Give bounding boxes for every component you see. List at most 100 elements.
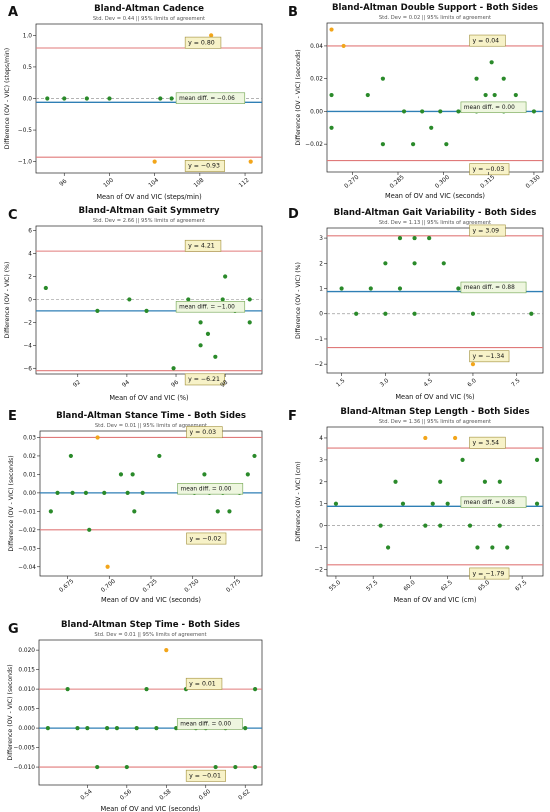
outlier-point — [152, 159, 157, 164]
x-axis-label: Mean of OV and VIC (seconds) — [101, 596, 201, 604]
data-point — [144, 308, 149, 313]
data-point — [85, 725, 90, 731]
panel-letter: C — [8, 208, 18, 223]
panel-letter: G — [8, 622, 19, 637]
panel-letter: A — [8, 5, 18, 20]
data-point — [497, 479, 502, 484]
data-point — [513, 92, 518, 98]
x-tick-label: 57.5 — [366, 580, 380, 593]
lower-limit-label-text: y = −6.21 — [188, 376, 220, 383]
x-tick-label: 0.775 — [226, 578, 243, 593]
upper-limit-label-bg — [184, 239, 222, 252]
panel-letter: F — [288, 409, 297, 424]
panel-letter: D — [288, 207, 299, 222]
data-point — [154, 725, 159, 731]
x-tick-label: 100 — [103, 177, 116, 189]
x-tick-label: 108 — [193, 177, 206, 189]
lower-limit-label-bg — [186, 532, 227, 545]
y-tick-label: −1.0 — [18, 160, 32, 166]
data-point — [114, 725, 120, 731]
data-point — [438, 523, 443, 528]
x-tick-label: 0.270 — [344, 174, 361, 189]
lower-limit-label-text: y = −0.03 — [473, 166, 505, 173]
mean-diff-label: mean diff. = 0.88 — [460, 281, 527, 294]
data-point — [134, 725, 139, 731]
data-point — [102, 490, 107, 495]
data-point — [227, 509, 232, 514]
chart-subtitle: Std. Dev = 0.01 || 95% limits of agreeme… — [95, 423, 207, 429]
lower-limit-label: y = −0.93 — [184, 160, 225, 172]
outlier-point — [95, 435, 100, 440]
data-point — [380, 76, 385, 81]
chart-title: Bland-Altman Double Support - Both Sides — [332, 3, 538, 13]
data-point — [198, 343, 203, 348]
upper-limit-label-text: y = 3.09 — [473, 227, 500, 234]
data-point — [233, 764, 238, 770]
x-tick-label: 0.330 — [525, 174, 542, 189]
data-point — [380, 142, 385, 147]
data-point — [441, 261, 446, 266]
y-tick-label: −6 — [23, 366, 32, 372]
data-point — [412, 261, 417, 266]
data-point — [247, 297, 252, 302]
data-point — [130, 472, 135, 477]
y-tick-label: −0.010 — [14, 765, 36, 771]
y-tick-label: 0 — [319, 312, 323, 318]
mean-diff-label-text: mean diff. = 0.88 — [464, 500, 515, 506]
upper-limit-label: y = 0.01 — [185, 677, 223, 690]
x-tick-label: 0.54 — [80, 789, 94, 802]
y-tick-label: 0.02 — [310, 77, 323, 83]
x-tick-label: 0.285 — [389, 174, 406, 189]
data-point — [62, 96, 67, 101]
upper-limit-label-bg — [186, 426, 223, 439]
x-tick-label: 104 — [148, 177, 161, 189]
upper-limit-label-bg — [469, 34, 506, 47]
lower-limit-label: y = −0.01 — [185, 769, 226, 782]
y-tick-label: 0.010 — [18, 687, 35, 693]
plot-area — [39, 430, 263, 577]
upper-limit-label: y = 4.21 — [184, 239, 222, 252]
mean-diff-label-bg — [176, 718, 243, 730]
lower-limit-label-text: y = −0.02 — [190, 535, 222, 542]
data-point — [243, 725, 248, 731]
outlier-point — [329, 27, 334, 32]
mean-diff-label: mean diff. = 0.88 — [460, 496, 527, 508]
data-point — [125, 490, 130, 495]
data-point — [489, 60, 494, 65]
upper-limit-label: y = 0.03 — [186, 426, 223, 439]
upper-limit-label-bg — [184, 36, 222, 49]
data-point — [68, 453, 73, 459]
y-tick-label: 0 — [28, 297, 32, 303]
upper-limit-label-bg — [469, 436, 506, 449]
data-point — [95, 764, 100, 770]
x-axis-label: Mean of OV and VIC (steps/min) — [96, 193, 201, 201]
chart-subtitle: Std. Dev = 0.44 || 95% limits of agreeme… — [93, 16, 205, 22]
x-tick-label: 1.5 — [335, 378, 346, 389]
x-tick-label: 55.0 — [328, 580, 342, 593]
data-point — [245, 472, 250, 477]
outlier-point — [209, 33, 214, 38]
x-tick-label: 6.0 — [467, 378, 478, 389]
y-tick-label: −0.005 — [14, 746, 36, 752]
y-tick-label: 0.000 — [18, 726, 35, 732]
y-tick-label: −1 — [314, 337, 323, 343]
x-tick-label: 3.0 — [379, 378, 390, 389]
x-tick-label: 7.5 — [511, 378, 522, 389]
x-tick-label: 94 — [121, 379, 131, 389]
data-point — [215, 509, 220, 514]
data-point — [475, 545, 480, 550]
lower-limit-label-bg — [469, 567, 510, 580]
data-point — [252, 764, 258, 770]
chart-subtitle: Std. Dev = 0.02 || 95% limits of agreeme… — [379, 15, 491, 21]
data-point — [55, 490, 60, 495]
upper-limit-label-bg — [469, 224, 506, 237]
mean-diff-label-text: mean diff. = 0.00 — [180, 722, 231, 728]
data-point — [470, 311, 476, 316]
data-point — [368, 286, 373, 291]
y-tick-label: 4 — [319, 436, 323, 442]
chart-title: Bland-Altman Gait Variability - Both Sid… — [334, 208, 537, 218]
lower-limit-label-text: y = −0.93 — [188, 163, 220, 170]
y-tick-label: 1.0 — [23, 33, 33, 39]
outlier-point — [453, 435, 458, 441]
